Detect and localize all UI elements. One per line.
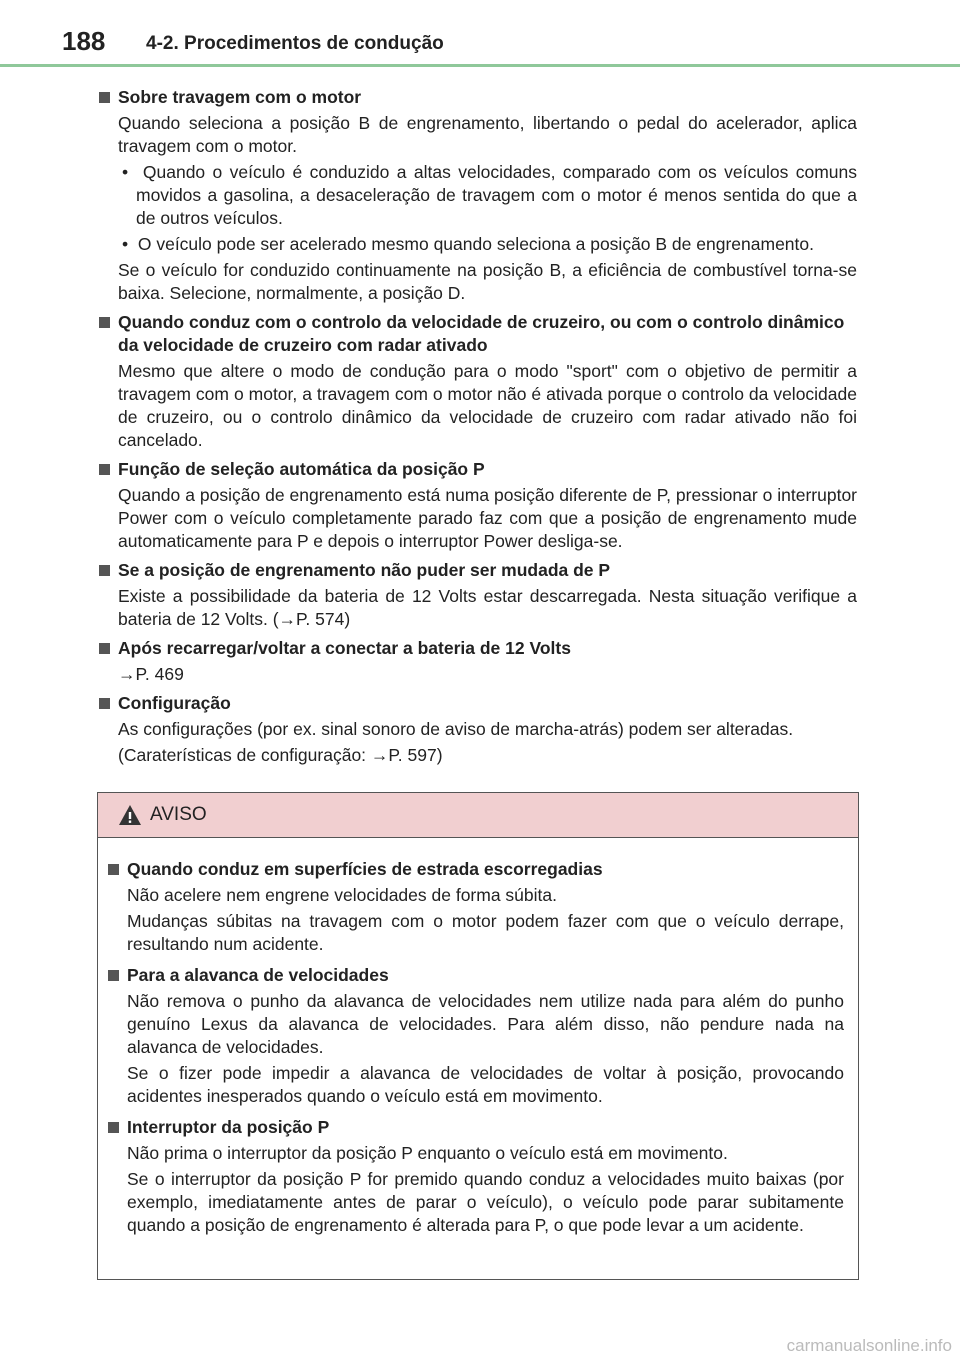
section-heading: Após recarregar/voltar a conectar a bate… [97, 637, 857, 660]
heading-marker [108, 864, 119, 875]
bullet-dot: • [122, 234, 138, 254]
warning-title: AVISO [150, 804, 207, 825]
paragraph: Mudanças súbitas na travagem com o motor… [127, 911, 844, 954]
heading-marker [99, 317, 110, 328]
heading-text: Após recarregar/voltar a conectar a bate… [118, 638, 571, 658]
paragraph: Se o interruptor da posição P for premid… [127, 1169, 844, 1235]
bullet-text: O veículo pode ser acelerado mesmo quand… [137, 234, 814, 254]
warning-icon [119, 805, 141, 825]
paragraph: Não remova o punho da alavanca de veloci… [127, 991, 844, 1057]
page-number: 188 [62, 26, 106, 56]
paragraph: Não acelere nem engrene velocidades de f… [127, 885, 557, 905]
section-heading: Configuração [97, 692, 857, 715]
heading-marker [99, 464, 110, 475]
section-heading: Sobre travagem com o motor [97, 86, 857, 109]
watermark: carmanualsonline.info [786, 1336, 952, 1355]
heading-text: Interruptor da posição P [127, 1117, 330, 1137]
paragraph: As configurações (por ex. sinal sonoro d… [118, 719, 794, 739]
paragraph: Quando a posição de engrenamento está nu… [118, 485, 857, 551]
page-title: 4-2. Procedimentos de condução [146, 33, 444, 54]
bullet-item: • O veículo pode ser acelerado mesmo qua… [122, 233, 857, 256]
heading-marker [99, 92, 110, 103]
bullet-item: • Quando o veículo é conduzido a altas v… [122, 161, 857, 230]
content: Sobre travagem com o motor Quando selecio… [97, 80, 857, 767]
heading-marker [108, 1122, 119, 1133]
heading-marker [108, 970, 119, 981]
paragraph: Quando seleciona a posição B de engrenam… [118, 113, 857, 156]
section-heading: Para a alavanca de velocidades [106, 964, 844, 987]
heading-text: Função de seleção automática da posição … [118, 459, 485, 479]
section-heading: Quando conduz em superfícies de estrada … [106, 858, 844, 881]
section-heading: Se a posição de engrenamento não puder s… [97, 559, 857, 582]
heading-text: Para a alavanca de velocidades [127, 965, 389, 985]
heading-text: Quando conduz com o controlo da velocida… [118, 312, 845, 355]
paragraph: Mesmo que altere o modo de condução para… [118, 361, 857, 450]
section-heading: Função de seleção automática da posição … [97, 458, 857, 481]
paragraph: Não prima o interruptor da posição P enq… [127, 1143, 728, 1163]
heading-text: Sobre travagem com o motor [118, 87, 362, 107]
bullet-dot: • [122, 162, 143, 182]
section-heading: Quando conduz com o controlo da velocida… [97, 311, 857, 357]
warning-box: AVISO Quando conduz em superfícies de es… [97, 792, 859, 1280]
heading-marker [99, 565, 110, 576]
heading-text: Se a posição de engrenamento não puder s… [118, 560, 611, 580]
heading-marker [99, 698, 110, 709]
heading-text: Configuração [118, 693, 231, 713]
warning-header: AVISO [98, 793, 858, 838]
header-rule [0, 64, 960, 67]
section-heading: Interruptor da posição P [106, 1116, 844, 1139]
heading-text: Quando conduz em superfícies de estrada … [127, 859, 603, 879]
paragraph: Se o fizer pode impedir a alavanca de ve… [127, 1063, 844, 1106]
paragraph: Se o veículo for conduzido continuamente… [118, 260, 857, 303]
paragraph: (Caraterísticas de configuração: →P. 597… [118, 745, 443, 765]
paragraph: →P. 469 [118, 664, 184, 684]
heading-marker [99, 643, 110, 654]
paragraph: Existe a possibilidade da bateria de 12 … [118, 586, 857, 629]
warning-body: Quando conduz em superfícies de estrada … [98, 838, 858, 1237]
bullet-text: Quando o veículo é conduzido a altas vel… [136, 162, 857, 228]
